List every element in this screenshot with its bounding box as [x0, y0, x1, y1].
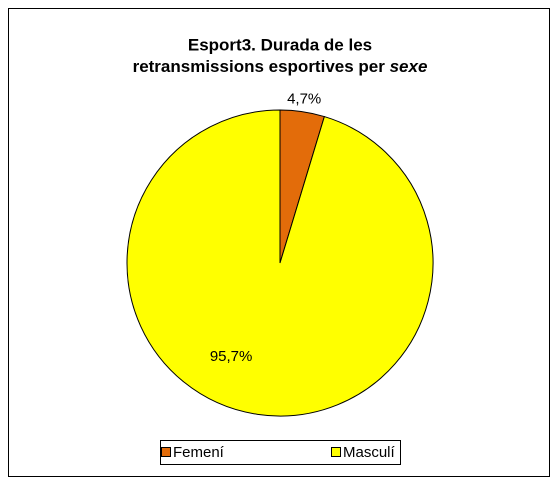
chart-title-line: retransmissions esportives per sexe: [133, 57, 428, 76]
legend-box: [160, 440, 401, 465]
chart-title-part: sexe: [390, 57, 428, 76]
legend-label: Femení: [173, 444, 225, 461]
legend-swatch: [331, 447, 341, 457]
chart-title-part: retransmissions esportives per: [133, 57, 386, 76]
legend-label: Masculí: [343, 444, 396, 461]
chart-title-line: Esport3. Durada de les: [188, 35, 372, 54]
data-label: 4,7%: [287, 91, 321, 108]
pie-slice: [126, 109, 434, 417]
legend-swatch: [161, 447, 171, 457]
data-label: 95,7%: [210, 348, 253, 365]
